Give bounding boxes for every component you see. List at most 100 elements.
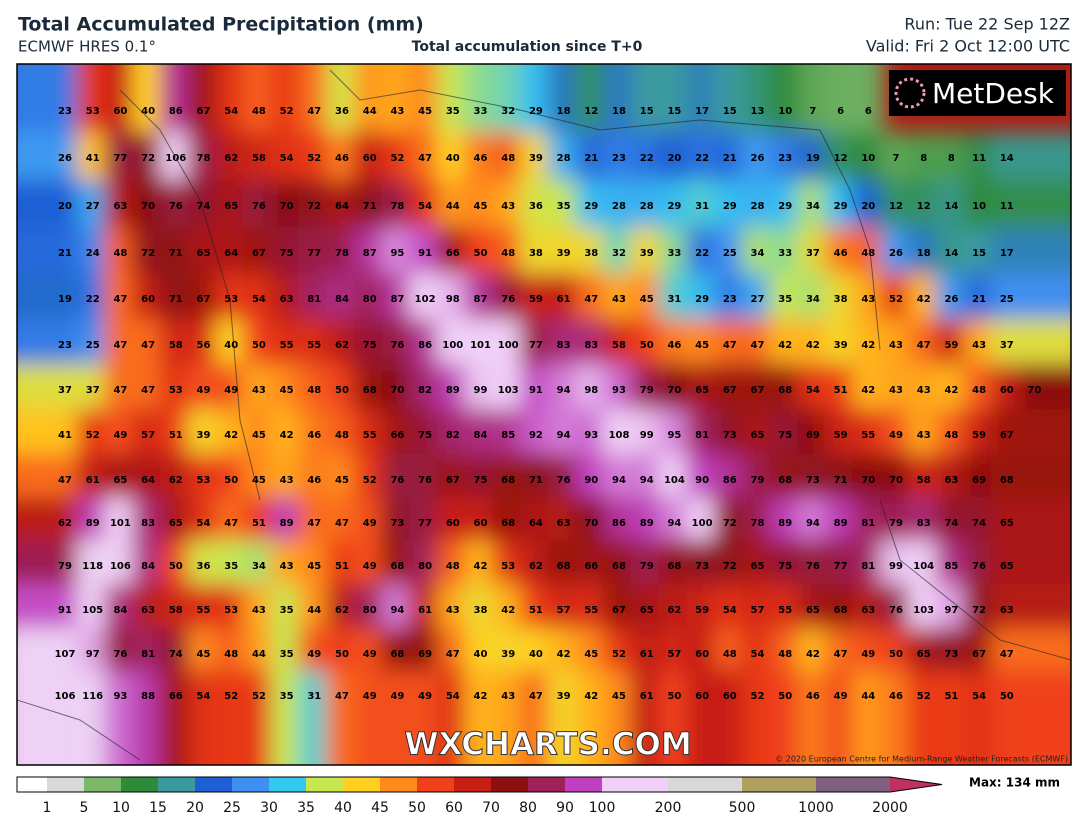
precip-cell [436,409,469,461]
precip-cell [824,132,857,184]
precip-value: 49 [418,691,432,702]
precip-value: 82 [446,430,460,441]
precip-cell [353,180,386,232]
colorbar-segment [121,777,159,792]
precip-value: 76 [889,605,903,616]
colorbar: 1 5 10 15 20 25 30 35 40 45 50 60 70 80 90 100 200 500 100… [16,776,943,816]
colorbar-segment [491,777,529,792]
precip-cell [880,227,912,279]
precip-cell [990,540,1071,592]
precip-value: 35 [778,294,792,305]
precip-value: 42 [584,691,598,702]
precip-value: 61 [86,475,100,486]
precip-value: 26 [889,248,903,259]
precip-value: 6 [865,106,872,117]
precip-value: 42 [778,340,792,351]
precip-value: 53 [501,561,515,572]
precip-cell [630,273,663,325]
precip-value: 23 [778,153,792,164]
precip-value: 102 [415,294,436,305]
precip-cell [436,584,469,636]
precip-cell [17,227,81,279]
precip-cell [298,364,331,416]
precip-value: 71 [529,475,543,486]
precip-cell [242,180,275,232]
precip-value: 99 [474,385,488,396]
precip-cell [464,132,497,184]
precip-value: 46 [307,430,321,441]
precip-cell [741,180,774,232]
precip-value: 53 [197,475,211,486]
precip-value: 42 [557,649,571,660]
precip-value: 58 [169,605,183,616]
precip-cell [769,132,802,184]
precip-value: 31 [667,294,681,305]
precip-cell [713,584,746,636]
precip-value: 22 [86,294,100,305]
precip-cell [381,227,414,279]
precip-cell [132,64,165,137]
precip-value: 43 [390,106,404,117]
precip-cell [547,64,580,137]
precip-value: 68 [501,518,515,529]
precip-value: 48 [944,430,958,441]
precip-value: 42 [806,649,820,660]
precip-cell [436,319,469,371]
precip-value: 47 [1000,649,1014,660]
precip-cell [381,319,414,371]
colorbar-label: 25 [223,800,241,816]
precip-cell [769,227,802,279]
precip-value: 67 [972,649,986,660]
precip-value: 67 [723,385,737,396]
colorbar-segment [528,777,566,792]
precip-value: 47 [751,340,765,351]
colorbar-segment [84,777,122,792]
precip-value: 65 [695,385,709,396]
precip-cell [769,670,802,765]
precip-cell [852,319,885,371]
copyright: © 2020 European Centre for Medium-Range … [775,755,1068,764]
logo-box [889,70,1066,116]
precip-value: 39 [557,691,571,702]
precip-cell [852,584,885,636]
precip-value: 57 [751,605,765,616]
precip-value: 34 [806,201,820,212]
precip-cell [769,540,802,592]
precip-cell [353,409,386,461]
precip-cell [852,227,885,279]
precip-value: 93 [612,385,626,396]
precip-cell [547,584,580,636]
colorbar-label: 10 [112,800,130,816]
precip-cell [187,273,220,325]
precip-value: 75 [778,430,792,441]
precip-cell [686,540,719,592]
precip-value: 31 [695,201,709,212]
precip-value: 43 [252,385,266,396]
precip-value: 84 [474,430,488,441]
precip-value: 45 [307,561,321,572]
precip-cell [409,227,442,279]
precip-value: 42 [224,430,238,441]
colorbar-label: 200 [655,800,682,816]
precip-cell [76,132,109,184]
precip-value: 48 [335,430,349,441]
colorbar-label: 80 [519,800,537,816]
precip-value: 21 [723,153,737,164]
precip-cell [769,180,802,232]
colorbar-segment [454,777,492,792]
precip-value: 15 [972,248,986,259]
precip-value: 91 [58,605,72,616]
precip-value: 89 [778,518,792,529]
precip-cell [547,364,580,416]
precip-cell [769,364,802,416]
precip-cell [963,670,996,765]
precip-cell [298,132,331,184]
precip-value: 89 [280,518,294,529]
precip-value: 58 [612,340,626,351]
precip-value: 64 [529,518,543,529]
precip-value: 59 [944,340,958,351]
value-labels: 23 53 60 40 86 67 54 48 52 47 36 44 43 45 35 33 32 29 18 12… [55,106,1042,702]
precip-cell [824,584,857,636]
precip-value: 63 [557,518,571,529]
precip-value: 91 [529,385,543,396]
